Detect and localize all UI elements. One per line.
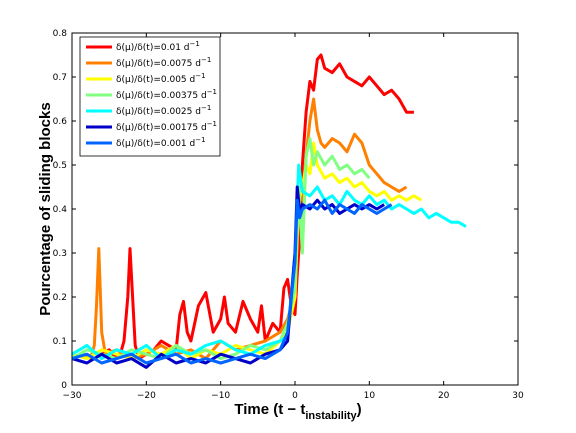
legend-label-0: δ(μ)/δ(t)=0.01 d−1 [116,40,200,53]
legend-label-1: δ(μ)/δ(t)=0.0075 d−1 [116,56,211,69]
y-tick-label: 0.8 [53,29,68,39]
y-tick-label: 0.4 [53,205,68,215]
legend: δ(μ)/δ(t)=0.01 d−1 δ(μ)/δ(t)=0.0075 d−1 δ(… [79,36,221,157]
y-tick-label: 0.5 [53,161,67,171]
y-tick-label: 0.2 [53,293,67,303]
x-tick-label: 0 [292,391,298,401]
x-tick-label: −30 [63,391,82,401]
y-tick-label: 0.1 [53,337,67,347]
series-line-6 [71,198,393,365]
ticks-layer: −30 −20 −10 0 10 20 30 0 0.1 0.2 0.3 0.4 0.5 0.6 0.7 0.… [53,29,524,401]
y-tick-label: 0.7 [53,73,67,83]
y-tick-label: 0.6 [53,117,68,127]
legend-label-3: δ(μ)/δ(t)=0.00375 d−1 [116,88,217,101]
y-axis-title: Pourcentage of sliding blocks [37,102,54,315]
x-tick-label: −20 [137,391,156,401]
legend-label-4: δ(μ)/δ(t)=0.0025 d−1 [116,104,211,117]
series-layer [71,53,467,369]
series-line-3 [71,137,371,361]
legend-label-2: δ(μ)/δ(t)=0.005 d−1 [116,72,206,85]
y-tick-label: 0.3 [53,249,67,259]
x-tick-label: −10 [211,391,230,401]
legend-label-6: δ(μ)/δ(t)=0.001 d−1 [116,136,206,149]
y-tick-label: 0 [61,381,67,391]
x-axis-title: Time (t − tinstability) [234,401,361,422]
series-line-4 [71,163,467,361]
x-tick-label: 30 [512,391,524,401]
x-tick-label: 20 [438,391,450,401]
x-tick-label: 10 [364,391,376,401]
legend-label-5: δ(μ)/δ(t)=0.00175 d−1 [116,120,217,133]
